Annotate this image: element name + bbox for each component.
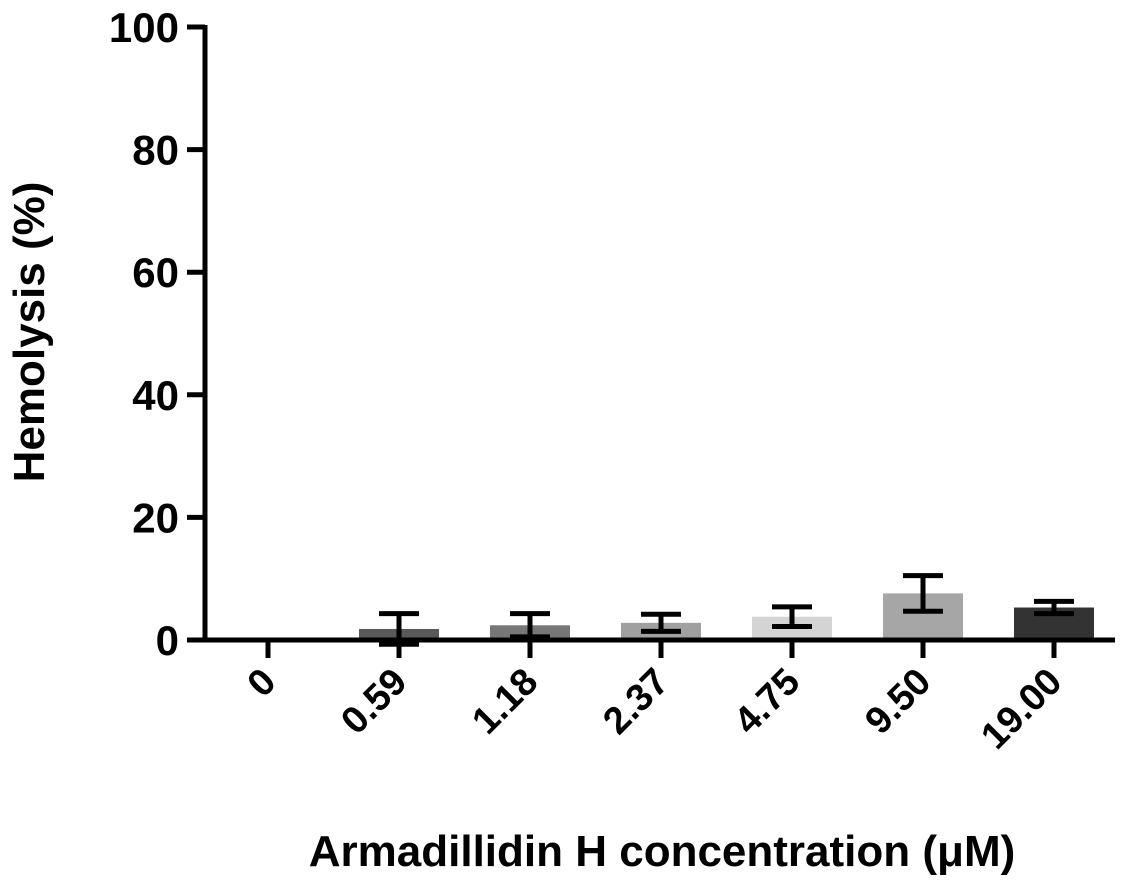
bars — [359, 593, 1094, 640]
x-tick-label: 9.50 — [857, 661, 939, 743]
y-axis: 0 20 40 60 80 100 — [109, 4, 208, 664]
x-tick-label: 4.75 — [726, 661, 808, 743]
y-tick-label: 100 — [109, 4, 179, 51]
x-tick-label: 1.18 — [464, 661, 546, 743]
y-tick-label: 20 — [132, 494, 179, 541]
y-tick-label: 40 — [132, 372, 179, 419]
x-tick-label: 19.00 — [973, 661, 1070, 758]
x-tick-label: 0 — [240, 661, 285, 706]
y-tick-label: 80 — [132, 127, 179, 174]
x-tick-label: 0.59 — [333, 661, 415, 743]
x-axis: 0 0.59 1.18 2.37 4.75 9.50 19.00 — [203, 637, 1115, 758]
y-tick-label: 0 — [156, 617, 179, 664]
y-axis-title: Hemolysis (%) — [5, 182, 54, 483]
x-axis-title: Armadillidin H concentration (μM) — [309, 827, 1016, 876]
y-tick-label: 60 — [132, 249, 179, 296]
error-bars — [379, 573, 1074, 647]
x-tick-label: 2.37 — [595, 661, 677, 743]
